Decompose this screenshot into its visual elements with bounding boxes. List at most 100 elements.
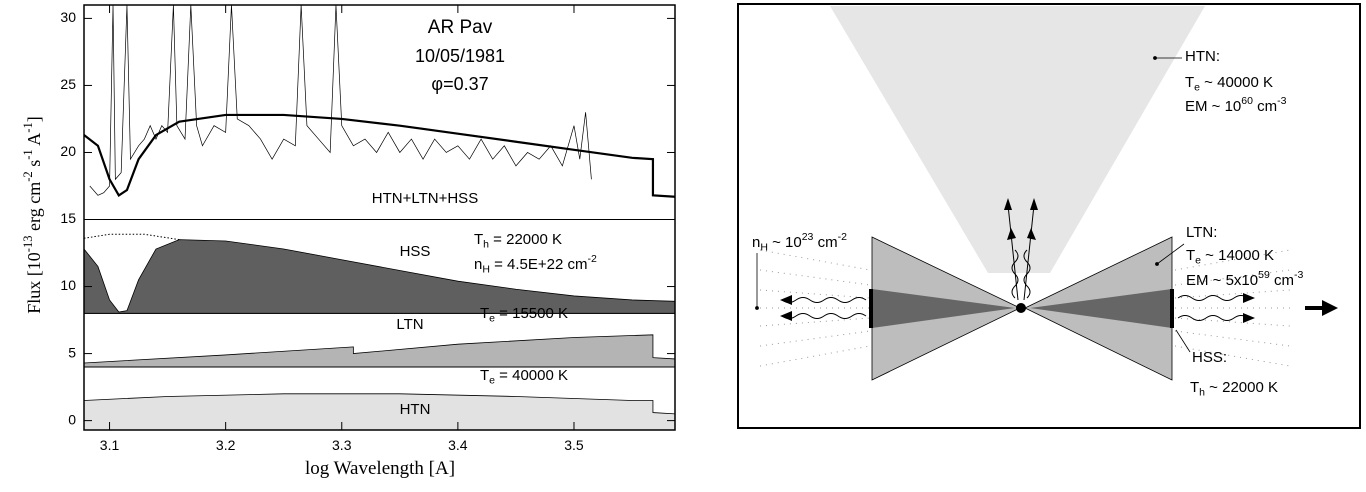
plot-frame xyxy=(83,4,676,431)
arrow-heads xyxy=(780,198,1338,323)
annotation: HSS xyxy=(400,243,431,260)
unabsorbed-line xyxy=(84,233,180,241)
text-part: EM ~ 5x10 xyxy=(1186,272,1258,289)
supscript: -2 xyxy=(838,231,847,243)
y-tick-label: 25 xyxy=(60,76,76,92)
x-axis-label: log Wavelength [A] xyxy=(305,458,455,479)
component-area xyxy=(84,334,675,368)
supscript: -13 xyxy=(21,235,35,252)
diagram-label: HTN: xyxy=(1185,48,1220,65)
text-part: = 40000 K xyxy=(495,367,568,384)
diagram-label: EM ~ 1060 cm-3 xyxy=(1185,95,1287,115)
component-area xyxy=(84,393,675,430)
text-part: T xyxy=(480,305,489,322)
subscript: e xyxy=(1194,81,1200,93)
text-part: erg cm xyxy=(24,182,44,236)
subscript: e xyxy=(489,374,495,386)
text-part: ] xyxy=(24,116,44,122)
y-tick-label: 0 xyxy=(68,411,76,427)
diagram-label: Te ~ 14000 K xyxy=(1186,247,1274,266)
annotation: Te = 40000 K xyxy=(480,367,568,386)
y-tick-label: 20 xyxy=(60,143,76,159)
diagram-label: Te ~ 40000 K xyxy=(1185,74,1273,93)
text-part: ~ 14000 K xyxy=(1201,247,1274,264)
model-line xyxy=(84,113,675,198)
white-dwarf xyxy=(1016,303,1026,313)
text-part: A xyxy=(24,133,44,150)
diagram-label: HSS: xyxy=(1192,349,1227,366)
x-tick-label: 3.4 xyxy=(448,437,468,453)
x-tick-label: 3.5 xyxy=(564,437,584,453)
hss-right xyxy=(1030,289,1172,328)
x-tick-label: 3.1 xyxy=(100,437,120,453)
text-part: HSS xyxy=(400,243,431,260)
annotation: AR Pav xyxy=(428,17,493,38)
supscript: -1 xyxy=(21,149,35,160)
subscript: H xyxy=(760,241,768,253)
text-part: n xyxy=(752,234,760,251)
supscript: -3 xyxy=(1277,95,1286,107)
text-part: HTN xyxy=(400,401,431,418)
supscript: -2 xyxy=(21,171,35,182)
supscript: 23 xyxy=(802,231,814,243)
annotation: HTN xyxy=(400,401,431,418)
text-part: = 15500 K xyxy=(495,305,568,322)
text-part: EM ~ 10 xyxy=(1185,98,1241,115)
text-part: HTN+LTN+HSS xyxy=(372,190,478,207)
supscript: 60 xyxy=(1241,95,1253,107)
text-part: HTN: xyxy=(1185,48,1220,65)
annotation: HTN+LTN+HSS xyxy=(372,190,478,207)
supscript: -1 xyxy=(21,122,35,133)
neutral-wind-right xyxy=(1174,249,1291,367)
hss-left xyxy=(872,289,1015,328)
text-part: AR Pav xyxy=(428,17,493,38)
text-part: φ=0.37 xyxy=(431,74,488,94)
text-part: cm xyxy=(1253,98,1277,115)
diagram-label: EM ~ 5x1059 cm-3 xyxy=(1186,269,1303,289)
diagram-label: LTN: xyxy=(1186,224,1217,241)
annotation: nH = 4.5E+22 cm-2 xyxy=(474,253,597,276)
annotation: 10/05/1981 xyxy=(415,46,505,66)
annotation: Te = 15500 K xyxy=(480,305,568,324)
supscript: 59 xyxy=(1258,269,1270,281)
text-part: LTN xyxy=(396,316,423,333)
observed-spectrum xyxy=(89,5,592,196)
text-part: Flux [10 xyxy=(24,252,44,314)
subscript: e xyxy=(489,312,495,324)
y-tick-label: 5 xyxy=(68,344,76,360)
text-part: s xyxy=(24,160,44,172)
text-part: T xyxy=(480,367,489,384)
diagram-label: Th ~ 22000 K xyxy=(1190,379,1278,398)
text-part: cm xyxy=(1270,272,1294,289)
x-tick-label: 3.3 xyxy=(332,437,352,453)
x-tick-label: 3.2 xyxy=(216,437,236,453)
text-part: T xyxy=(1190,379,1199,396)
text-part: n xyxy=(474,256,482,273)
text-part: cm xyxy=(813,234,837,251)
text-part: ~ 22000 K xyxy=(1205,379,1278,396)
leader-lines xyxy=(755,56,1191,353)
component-area xyxy=(84,239,675,314)
text-part: ~ 40000 K xyxy=(1200,74,1273,91)
text-part: = 4.5E+22 cm xyxy=(490,256,588,273)
text-part: HSS: xyxy=(1192,349,1227,366)
photon-paths xyxy=(781,204,1249,321)
plot-area xyxy=(84,5,675,430)
disk-rim-left xyxy=(869,289,873,328)
text-part: LTN: xyxy=(1186,224,1217,241)
annotation: Th = 22000 K xyxy=(474,231,562,250)
text-part: T xyxy=(1185,74,1194,91)
subscript: H xyxy=(482,263,490,275)
y-tick-label: 30 xyxy=(60,9,76,25)
text-part: T xyxy=(474,231,483,248)
y-tick-label: 10 xyxy=(60,277,76,293)
neutral-wind-left xyxy=(759,249,871,367)
text-part: 10/05/1981 xyxy=(415,46,505,66)
text-part: T xyxy=(1186,247,1195,264)
text-part: ~ 10 xyxy=(768,234,802,251)
y-tick-label: 15 xyxy=(60,210,76,226)
text-part: = 22000 K xyxy=(489,231,562,248)
